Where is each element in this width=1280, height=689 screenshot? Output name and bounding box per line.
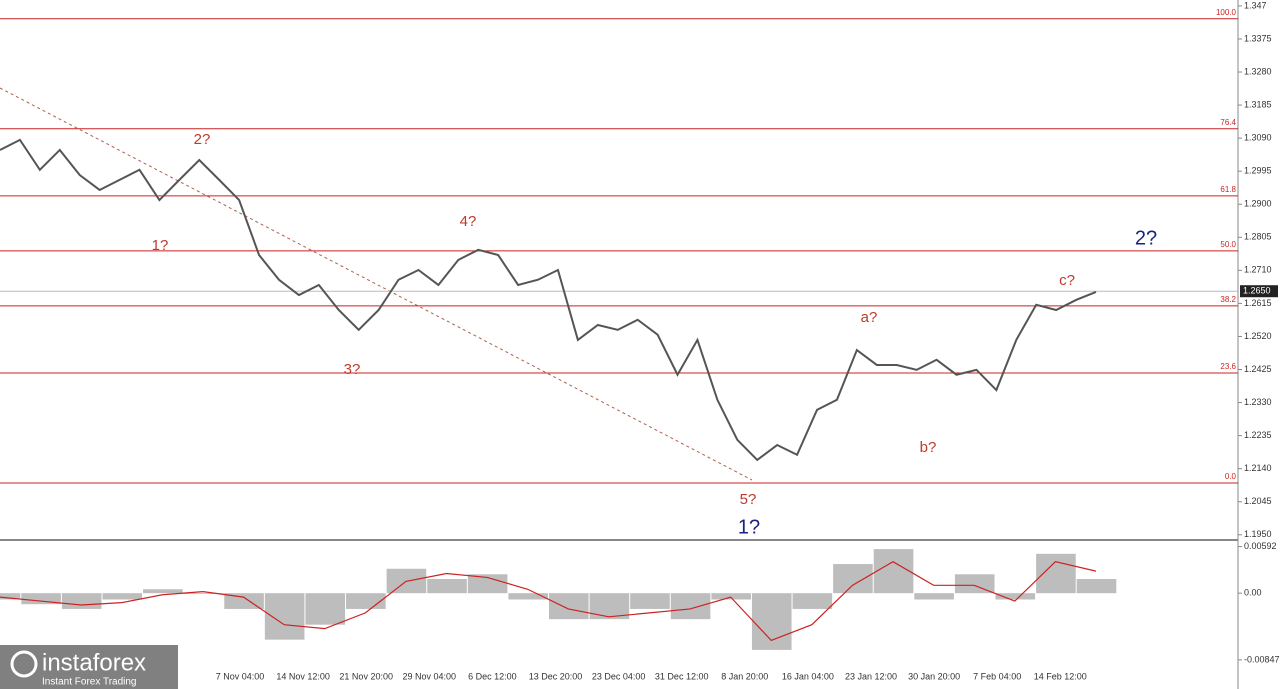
- histogram-bar: [954, 574, 995, 594]
- wave-label: 3?: [344, 361, 361, 378]
- histogram-bar: [427, 579, 467, 594]
- logo: instaforex Instant Forex Trading: [0, 645, 178, 689]
- fib-label: 0.0: [1225, 472, 1237, 481]
- histogram-bar: [467, 574, 508, 594]
- histogram-bar: [630, 593, 670, 609]
- histogram-bar: [21, 593, 61, 605]
- indicator-tick-label: 0.00: [1244, 588, 1262, 598]
- y-tick-label: 1.2425: [1244, 364, 1272, 374]
- fib-label: 38.2: [1220, 295, 1236, 304]
- histogram-bar: [143, 589, 183, 594]
- y-tick-label: 1.3375: [1244, 33, 1272, 43]
- histogram-bar: [549, 593, 589, 620]
- x-tick-label: 8 Jan 20:00: [721, 671, 768, 681]
- x-tick-label: 29 Nov 04:00: [403, 671, 457, 681]
- y-tick-label: 1.2615: [1244, 298, 1272, 308]
- price-line: [0, 138, 1097, 462]
- brand-tagline: Instant Forex Trading: [42, 677, 137, 688]
- fib-label: 50.0: [1220, 240, 1236, 249]
- x-tick-label: 16 Jan 04:00: [782, 671, 834, 681]
- histogram-bar: [0, 593, 21, 600]
- wave-label: 4?: [460, 213, 477, 230]
- histogram-bar: [670, 593, 711, 620]
- histogram-bar: [1076, 579, 1117, 594]
- y-tick-label: 1.1950: [1244, 529, 1272, 539]
- y-tick-label: 1.2520: [1244, 331, 1272, 341]
- x-tick-label: 7 Nov 04:00: [216, 671, 265, 681]
- indicator-tick-label: 0.00592: [1244, 541, 1277, 551]
- histogram-bar: [305, 593, 346, 625]
- x-tick-label: 23 Jan 12:00: [845, 671, 897, 681]
- x-tick-label: 14 Feb 12:00: [1034, 671, 1087, 681]
- wave-label: a?: [861, 309, 878, 326]
- histogram-bar: [183, 593, 224, 594]
- y-tick-label: 1.2805: [1244, 232, 1272, 242]
- y-tick-label: 1.2045: [1244, 496, 1272, 506]
- indicator-tick-label: -0.00847: [1244, 654, 1280, 664]
- y-tick-label: 1.2235: [1244, 430, 1272, 440]
- plot-bg: [0, 0, 1238, 689]
- histogram-bar: [102, 593, 143, 600]
- histogram-bar: [792, 593, 833, 609]
- wave-label: 1?: [152, 237, 169, 254]
- y-tick-label: 1.2900: [1244, 199, 1272, 209]
- x-tick-label: 6 Dec 12:00: [468, 671, 517, 681]
- fib-label: 76.4: [1220, 118, 1236, 127]
- fib-label: 23.6: [1220, 362, 1236, 371]
- current-price-label: 1.2650: [1243, 286, 1271, 296]
- y-tick-label: 1.3185: [1244, 99, 1272, 109]
- histogram-bar: [508, 593, 548, 600]
- histogram-bar: [1036, 553, 1076, 594]
- histogram-bar: [751, 593, 792, 650]
- wave-label: 1?: [738, 516, 760, 538]
- x-tick-label: 13 Dec 20:00: [529, 671, 583, 681]
- x-tick-label: 23 Dec 04:00: [592, 671, 646, 681]
- wave-label: 2?: [194, 131, 211, 148]
- wave-label: c?: [1059, 272, 1075, 289]
- histogram-bar: [61, 593, 102, 609]
- histogram-bar: [264, 593, 305, 640]
- y-tick-label: 1.2995: [1244, 166, 1272, 176]
- fib-label: 100.0: [1216, 8, 1237, 17]
- histogram-bar: [914, 593, 954, 600]
- x-tick-label: 31 Dec 12:00: [655, 671, 709, 681]
- y-tick-label: 1.2330: [1244, 397, 1272, 407]
- current-price-box: [1240, 285, 1278, 298]
- fib-label: 61.8: [1220, 185, 1236, 194]
- x-tick-label: 7 Feb 04:00: [973, 671, 1021, 681]
- brand-name: instaforex: [42, 649, 146, 676]
- wave-label: 2?: [1135, 227, 1157, 249]
- x-tick-label: 21 Nov 20:00: [339, 671, 393, 681]
- histogram-bar: [833, 564, 873, 594]
- x-tick-label: 30 Jan 20:00: [908, 671, 960, 681]
- y-tick-label: 1.3090: [1244, 133, 1272, 143]
- y-tick-label: 1.347: [1244, 0, 1267, 10]
- logo-icon: [10, 650, 38, 678]
- y-tick-label: 1.3280: [1244, 66, 1272, 76]
- y-tick-label: 1.2710: [1244, 265, 1272, 275]
- y-tick-label: 1.2140: [1244, 463, 1272, 473]
- histogram-bar: [873, 549, 914, 594]
- histogram-bar: [995, 593, 1036, 600]
- x-tick-label: 14 Nov 12:00: [276, 671, 330, 681]
- histogram-bar: [711, 593, 751, 600]
- wave-label: b?: [920, 439, 937, 456]
- histogram-bar: [224, 593, 264, 609]
- wave-label: 5?: [740, 491, 757, 508]
- signal-line: [0, 560, 1097, 642]
